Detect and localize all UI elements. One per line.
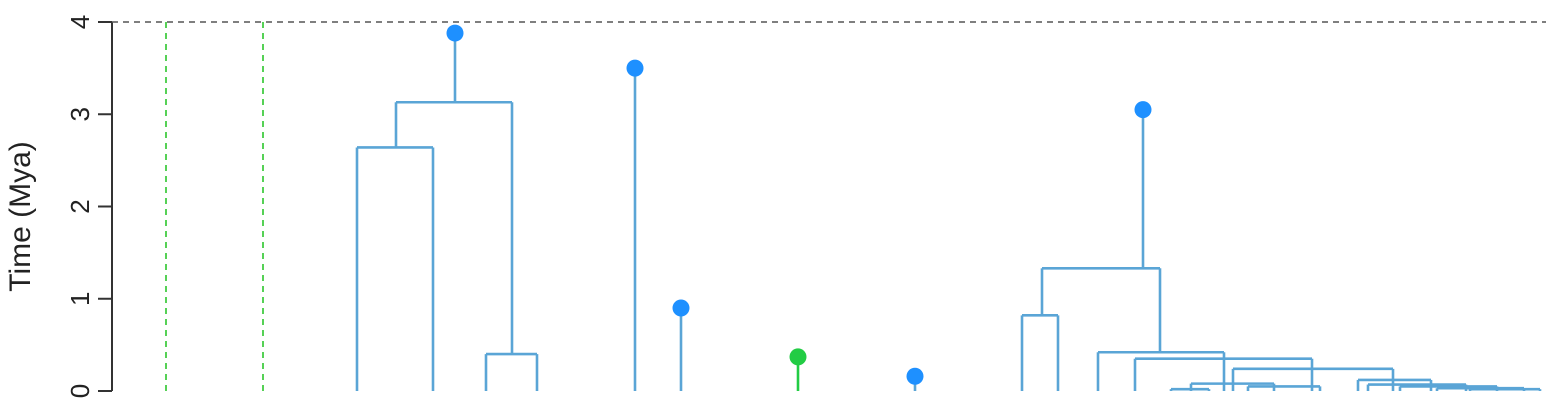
y-tick-label: 2 — [65, 199, 95, 213]
y-tick-label: 3 — [65, 107, 95, 121]
clade-1-tip — [446, 24, 464, 42]
y-tick-label: 0 — [65, 384, 95, 398]
y-axis: 0 1 2 3 4 Time (Mya) — [4, 15, 113, 398]
y-axis-title: Time (Mya) — [4, 141, 37, 292]
y-ticks: 0 1 2 3 4 — [65, 15, 112, 398]
clade-6-tip — [1134, 101, 1152, 119]
clade-4-tip — [789, 348, 807, 366]
clade-2-tip — [626, 59, 644, 77]
green-dashed-lines — [165, 22, 264, 391]
clade-5-tip — [906, 367, 924, 385]
y-tick-label: 4 — [65, 15, 95, 29]
clade-3-tip — [672, 299, 690, 317]
y-tick-label: 1 — [65, 292, 95, 306]
tip-markers — [446, 24, 1152, 385]
tree-branches — [355, 33, 1542, 391]
